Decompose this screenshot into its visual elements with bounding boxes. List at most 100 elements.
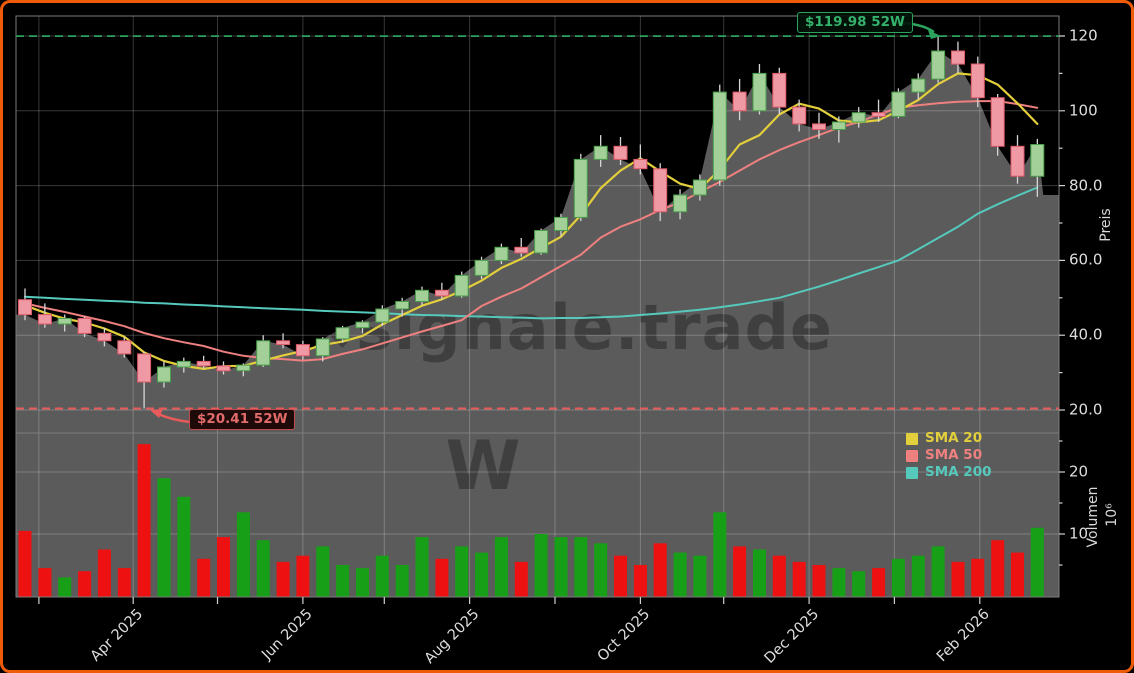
volume-bar-up — [415, 537, 429, 597]
volume-bar-down — [792, 561, 806, 597]
volume-bar-up — [852, 571, 866, 597]
volume-bar-up — [177, 496, 191, 597]
candle-down — [97, 332, 112, 342]
volume-bar-up — [157, 478, 171, 597]
volume-bar-down — [812, 565, 826, 597]
high-52w-annotation: $119.98 52W — [797, 12, 913, 33]
tick-marks — [38, 35, 1065, 604]
legend-swatch-icon — [906, 432, 918, 445]
candle-up — [236, 364, 251, 372]
candle-up — [534, 230, 549, 254]
price-tick-label: 60.0 — [1069, 250, 1103, 269]
volume-bar-down — [951, 561, 965, 597]
volume-bar-up — [256, 540, 270, 597]
candle-down — [37, 314, 52, 325]
volume-bar-up — [1030, 527, 1044, 597]
candle-up — [57, 317, 72, 325]
low-52w-annotation: $20.41 52W — [189, 409, 296, 430]
volume-bar-down — [217, 537, 230, 597]
candle-up — [375, 308, 390, 323]
candle-up — [692, 179, 707, 196]
candle-up — [474, 259, 489, 276]
candle-down — [276, 340, 291, 345]
volume-bar-up — [356, 568, 369, 597]
volume-bar-up — [534, 534, 548, 597]
candle-up — [395, 301, 410, 310]
volume-bar-up — [693, 555, 707, 597]
volume-bar-up — [832, 568, 846, 597]
sma200-line — [24, 186, 1039, 320]
price-tick-label: 120 — [1069, 26, 1098, 45]
volume-bar-up — [58, 577, 72, 597]
volume-bar-down — [971, 558, 985, 597]
volume-bar-down — [614, 555, 627, 597]
volume-bar-up — [475, 552, 489, 597]
candle-up — [851, 112, 866, 123]
candle-down — [970, 63, 985, 99]
volume-bars — [18, 444, 1044, 597]
volume-bar-up — [891, 558, 905, 597]
volume-bar-up — [375, 555, 389, 597]
candle-down — [613, 145, 628, 160]
price-tick-label: 100 — [1069, 101, 1098, 120]
volume-bar-up — [554, 537, 568, 597]
sma20-line — [23, 72, 1039, 370]
candle-up — [256, 340, 271, 366]
price-axis-title: Preis — [1098, 208, 1114, 242]
candle-up — [415, 289, 429, 302]
volume-bar-down — [872, 568, 886, 597]
candle-up — [176, 360, 191, 368]
candle-down — [871, 112, 886, 117]
legend-item: SMA 50 — [906, 447, 992, 464]
candle-down — [434, 289, 449, 297]
volume-tick-label: 20 — [1069, 462, 1089, 481]
volume-bar-down — [991, 540, 1005, 597]
volume-bar-down — [296, 555, 310, 597]
volume-bar-down — [117, 568, 131, 597]
candle-down — [216, 365, 231, 372]
candle-down — [633, 158, 648, 170]
legend-label: SMA 200 — [925, 463, 992, 480]
candle-up — [831, 121, 846, 130]
candle-down — [196, 360, 211, 367]
volume-bar-down — [137, 444, 151, 597]
candle-down — [295, 344, 310, 357]
volume-bar-down — [733, 546, 747, 597]
volume-bar-up — [911, 555, 925, 597]
candle-up — [355, 321, 370, 329]
volume-axis-multiplier: 10⁶ — [1104, 503, 1120, 527]
candle-up — [335, 327, 350, 340]
candle-down — [137, 353, 152, 383]
volume-bar-up — [753, 549, 766, 597]
legend-label: SMA 20 — [925, 429, 983, 446]
candle-down — [77, 317, 92, 334]
volume-bar-down — [633, 565, 647, 597]
volume-bar-down — [97, 549, 111, 597]
candle-up — [673, 194, 688, 213]
volume-bar-down — [18, 530, 32, 597]
volume-bar-down — [772, 555, 786, 597]
candle-up — [891, 91, 906, 117]
sma-legend: SMA 20 SMA 50 SMA 200 — [906, 430, 992, 481]
volume-tick-label: 10 — [1069, 524, 1089, 543]
candle-up — [1030, 144, 1045, 177]
volume-bar-up — [455, 546, 469, 597]
volume-bar-down — [653, 543, 667, 597]
volume-bar-up — [494, 537, 508, 597]
candle-up — [931, 50, 946, 80]
legend-swatch-icon — [906, 466, 918, 479]
volume-bar-up — [236, 512, 250, 597]
candle-down — [732, 91, 747, 112]
price-tick-label: 80.0 — [1069, 176, 1103, 195]
candles — [18, 36, 1045, 409]
candle-up — [573, 158, 588, 218]
legend-label: SMA 50 — [925, 446, 983, 463]
candle-up — [752, 72, 767, 112]
volume-bar-down — [435, 558, 449, 597]
legend-item: SMA 200 — [906, 464, 992, 481]
volume-bar-up — [574, 537, 588, 597]
volume-bar-down — [78, 571, 92, 597]
volume-panel-spine — [15, 432, 1060, 598]
